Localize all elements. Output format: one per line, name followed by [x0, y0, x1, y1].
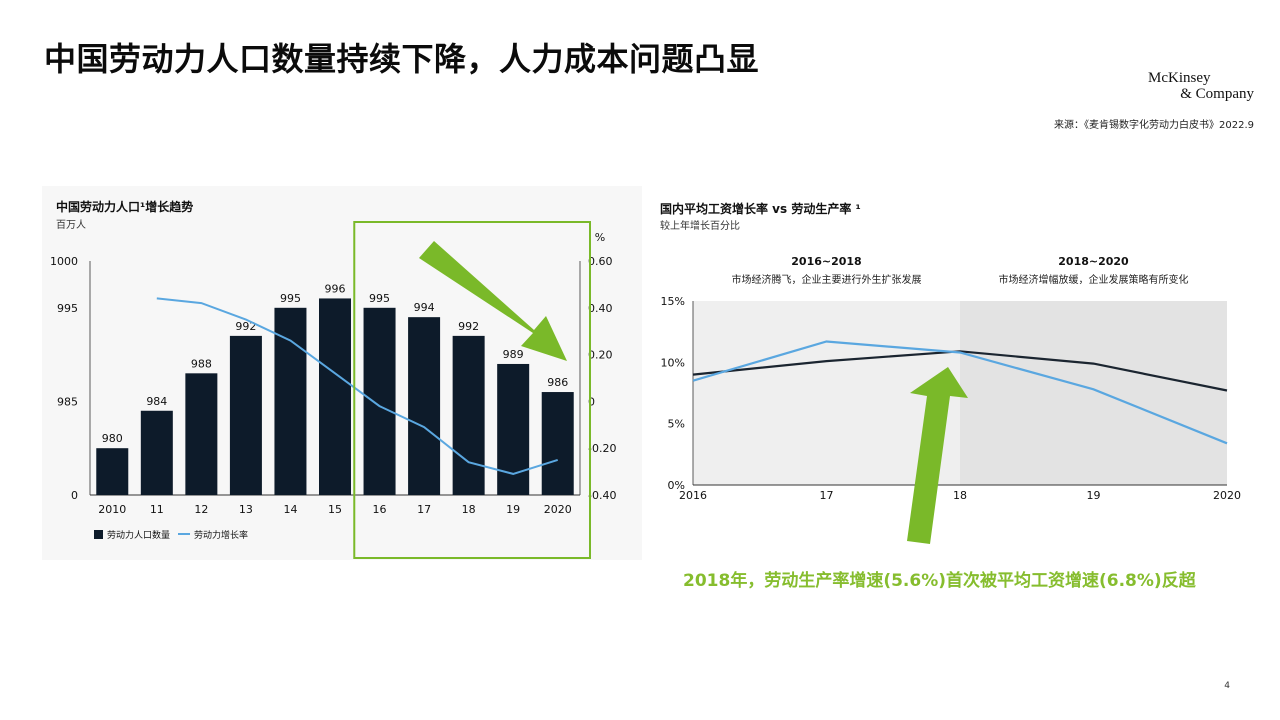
- x-axis-tick-label: 2020: [1213, 489, 1241, 502]
- x-axis-tick-label: 12: [194, 503, 208, 516]
- y-axis-tick-label: 10%: [661, 356, 685, 369]
- labor-chart-title: 中国劳动力人口¹增长趋势: [56, 200, 194, 214]
- x-axis-tick-label: 17: [417, 503, 431, 516]
- right-axis-tick-label: 0.40: [588, 302, 613, 315]
- left-axis-tick-label: 0: [71, 489, 78, 502]
- labor-population-bar: [319, 298, 351, 495]
- wage-chart-unit: 较上年增长百分比: [660, 221, 740, 232]
- bar-value-label: 996: [325, 282, 346, 295]
- period-description: 市场经济增幅放缓，企业发展策略有所变化: [999, 273, 1189, 286]
- bar-value-label: 992: [235, 320, 256, 333]
- x-axis-tick-label: 17: [820, 489, 834, 502]
- labor-population-bar: [363, 307, 396, 495]
- legend-wage-label: 平均工资增长率: [711, 515, 774, 516]
- bar-value-label: 994: [414, 301, 435, 314]
- x-axis-tick-label: 14: [283, 503, 297, 516]
- labor-chart-unit: 百万人: [56, 220, 86, 231]
- labor-population-bar: [452, 335, 485, 495]
- logo-line1: McKinsey: [1148, 70, 1211, 86]
- labor-population-chart-panel: 中国劳动力人口¹增长趋势 百万人 1000 995 985 0 0.60 0.40 0.20…: [42, 186, 642, 560]
- right-axis-tick-label: 0: [588, 395, 595, 408]
- left-axis-tick-label: 995: [57, 302, 78, 315]
- highlight-box: [353, 221, 592, 559]
- legend-line-label: 劳动力增长率: [194, 529, 248, 541]
- left-axis-tick-label: 985: [57, 395, 78, 408]
- x-axis-tick-label: 2020: [544, 503, 572, 516]
- x-axis-tick-label: 18: [462, 503, 476, 516]
- page-title: 中国劳动力人口数量持续下降，人力成本问题凸显: [44, 40, 760, 78]
- period-description: 市场经济腾飞，企业主要进行外生扩张发展: [732, 273, 922, 286]
- wage-productivity-chart-panel: 国内平均工资增长率 vs 劳动生产率 ¹ 较上年增长百分比 2016~2018 市…: [655, 186, 1253, 516]
- labor-population-bar: [140, 410, 173, 495]
- mckinsey-logo: McKinsey & Company: [1144, 70, 1254, 102]
- bar-value-label: 986: [547, 376, 568, 389]
- labor-population-bar: [497, 363, 530, 495]
- x-axis-tick-label: 2010: [98, 503, 126, 516]
- x-axis-tick-label: 16: [373, 503, 387, 516]
- labor-population-bar: [96, 448, 129, 495]
- bar-value-label: 988: [191, 357, 212, 370]
- key-finding-annotation: 2018年，劳动生产率增速(5.6%)首次被平均工资增速(6.8%)反超: [683, 571, 1196, 591]
- x-axis-tick-label: 2016: [679, 489, 707, 502]
- x-axis-tick-label: 19: [1087, 489, 1101, 502]
- bar-value-label: 984: [146, 395, 167, 408]
- bar-value-label: 995: [280, 292, 301, 305]
- y-axis-tick-label: 0%: [668, 479, 685, 492]
- right-axis-tick-label: -0.40: [588, 489, 616, 502]
- period-shade-2016-2018: [693, 301, 960, 485]
- y-axis-tick-label: 15%: [661, 295, 685, 308]
- labor-population-bar: [185, 373, 218, 495]
- labor-population-bar: [274, 307, 307, 495]
- labor-productivity-growth-line: [692, 340, 1228, 445]
- logo-line2: & Company: [1180, 86, 1254, 102]
- x-axis-tick-label: 13: [239, 503, 253, 516]
- bar-value-label: 989: [503, 348, 524, 361]
- right-axis-tick-label: -0.20: [588, 442, 616, 455]
- legend-bar-swatch: [94, 530, 103, 539]
- period-shade-2018-2020: [960, 301, 1227, 485]
- labor-population-bar: [229, 335, 262, 495]
- average-wage-growth-line: [692, 350, 1228, 392]
- left-axis-tick-label: 1000: [50, 255, 78, 268]
- x-axis-tick-label: 15: [328, 503, 342, 516]
- wage-chart-title: 国内平均工资增长率 vs 劳动生产率 ¹: [660, 202, 861, 216]
- labor-population-bar: [541, 392, 574, 495]
- wage-productivity-chart: 2016~2018 市场经济腾飞，企业主要进行外生扩张发展 2018~2020 市场经…: [661, 255, 1241, 516]
- x-axis-tick-label: 19: [506, 503, 520, 516]
- bar-value-label: 992: [458, 320, 479, 333]
- legend-productivity-label: 劳动生产率增长率: [803, 515, 875, 516]
- y-axis-tick-label: 5%: [668, 418, 685, 431]
- labor-growth-rate-line: [156, 297, 559, 475]
- right-axis-tick-label: 0.20: [588, 349, 613, 362]
- x-axis-tick-label: 11: [150, 503, 164, 516]
- legend-bar-label: 劳动力人口数量: [107, 529, 170, 541]
- bar-value-label: 995: [369, 292, 390, 305]
- right-axis-unit: %: [595, 231, 605, 244]
- page-number: 4: [1224, 681, 1230, 691]
- period-range-label: 2018~2020: [1058, 255, 1129, 268]
- period-range-label: 2016~2018: [791, 255, 861, 268]
- right-axis-tick-label: 0.60: [588, 255, 613, 268]
- source-note: 来源：《麦肯锡数字化劳动力白皮书》2022.9: [1054, 120, 1254, 131]
- labor-population-bar: [408, 317, 441, 495]
- bar-value-label: 980: [102, 432, 123, 445]
- x-axis-tick-label: 18: [953, 489, 967, 502]
- labor-population-chart: 1000 995 985 0 0.60 0.40 0.20 0 -0.20 -0.40% 980 20…: [50, 221, 616, 559]
